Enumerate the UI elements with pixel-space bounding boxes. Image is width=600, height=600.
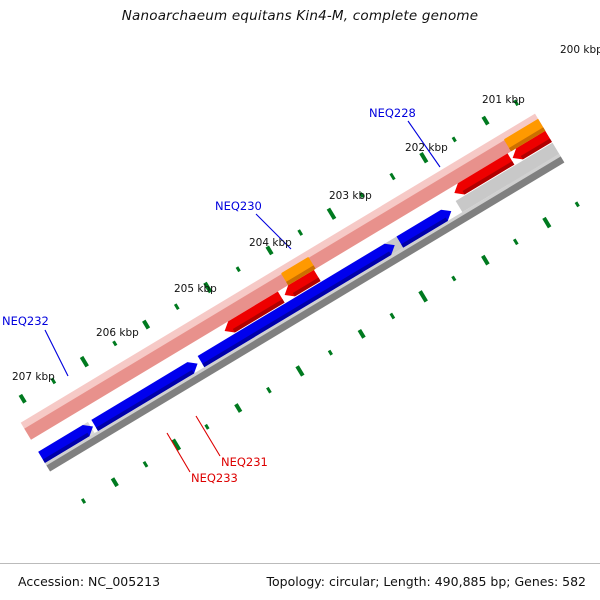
forward-strand-band (0, 72, 600, 471)
gene-label-neq230[interactable]: NEQ230 (215, 199, 262, 213)
tick-label: 202 kbp (405, 142, 448, 154)
gene-label-neq233[interactable]: NEQ233 (191, 471, 238, 485)
leader-NEQ232 (44, 329, 69, 377)
tick-label: 204 kbp (249, 237, 292, 249)
gene-NEQ228[interactable] (396, 206, 455, 248)
leader-NEQ228 (407, 120, 441, 168)
tick-label: 201 kbp (482, 94, 525, 106)
gene-NEQ230[interactable] (197, 240, 398, 368)
tick-label: 200 kbp (560, 44, 600, 56)
leader-NEQ230 (255, 213, 292, 250)
gene-NEQ224[interactable] (550, 84, 600, 138)
tick-label: 203 kbp (329, 190, 372, 202)
tick-label: 205 kbp (174, 283, 217, 295)
gene-NEQ231-blue[interactable] (91, 358, 201, 432)
gene-density-ticks-lower (18, 201, 580, 541)
genome-axis-line[interactable] (0, 115, 600, 513)
tick-label: 207 kbp (12, 371, 55, 383)
label-leader-lines (44, 120, 441, 473)
status-bar: Accession: NC_005213 Topology: circular;… (0, 563, 600, 600)
genome-stats-label: Topology: circular; Length: 490,885 bp; … (266, 574, 587, 589)
genome-axis-highlight (0, 112, 600, 508)
leader-NEQ231 (195, 415, 221, 457)
gene-NEQ233[interactable] (221, 291, 285, 336)
gene-NEQ232[interactable] (0, 421, 96, 499)
leader-NEQ233 (166, 432, 191, 473)
gene-NEQ227-small[interactable] (281, 269, 321, 301)
gene-NEQ231[interactable] (281, 257, 316, 286)
page-title: Nanoarchaeum equitans Kin4-M, complete g… (121, 8, 479, 24)
gene-label-neq228[interactable]: NEQ228 (369, 106, 416, 120)
gene-label-neq231[interactable]: NEQ231 (221, 455, 268, 469)
tick-label: 206 kbp (96, 327, 139, 339)
gene-label-neq232[interactable]: NEQ232 (2, 314, 49, 328)
gene-NEQ226[interactable] (451, 153, 515, 198)
accession-label: Accession: NC_005213 (18, 574, 161, 589)
gene-NEQ225-small[interactable] (509, 130, 552, 164)
